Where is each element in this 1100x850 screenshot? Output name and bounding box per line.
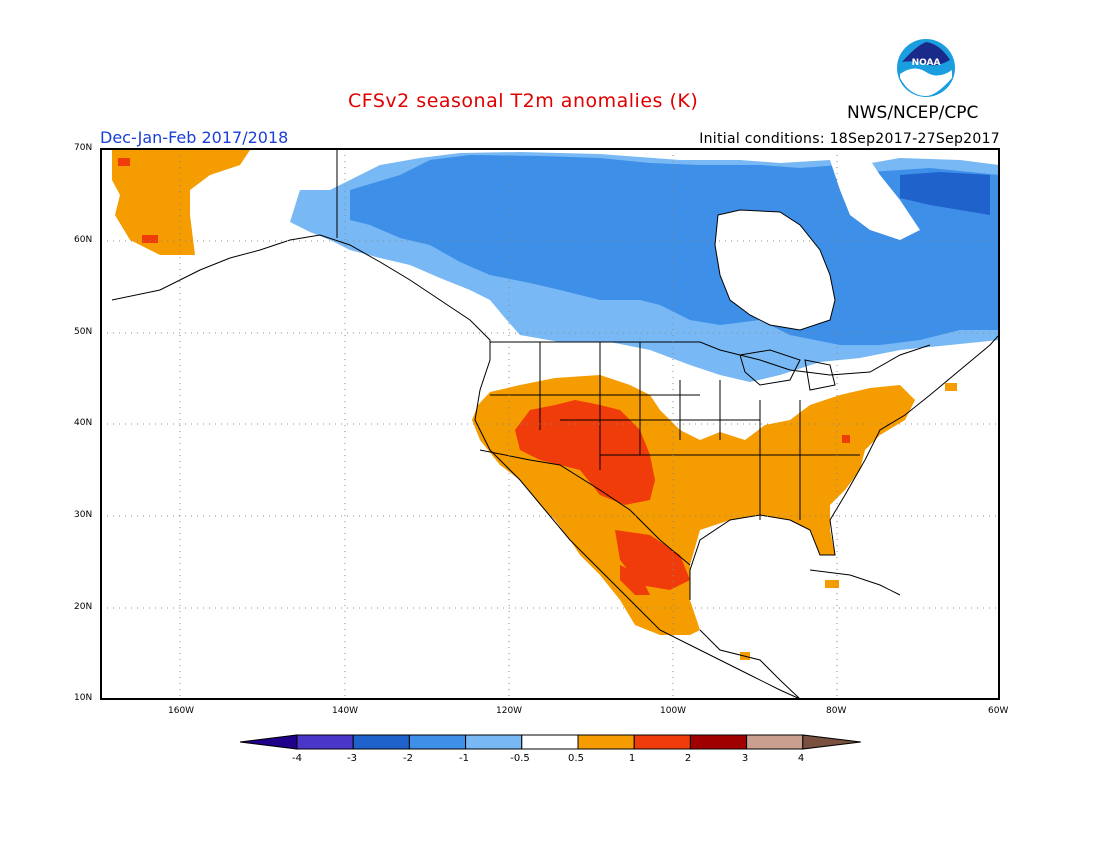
lon-label: 100W [660, 706, 687, 716]
coastline-gulf [689, 334, 999, 600]
colorbar [239, 734, 861, 750]
lat-label: 60N [74, 235, 93, 245]
cold-anomaly-strong [900, 172, 990, 215]
forecast-period: Dec-Jan-Feb 2017/2018 [100, 128, 289, 147]
lat-label: 10N [74, 693, 93, 703]
warm-anomaly-alaska [112, 150, 250, 255]
lon-label: 160W [168, 706, 195, 716]
colorbar-tick-label: -2 [403, 753, 413, 764]
hudson-bay-coast [714, 209, 836, 331]
border-us-canada [490, 341, 931, 376]
lon-label: 60W [988, 706, 1009, 716]
colorbar-segment [746, 734, 804, 750]
lon-label: 120W [496, 706, 523, 716]
lat-label: 70N [74, 143, 93, 153]
coastline-west [111, 234, 801, 699]
lat-label: 30N [74, 510, 93, 520]
colorbar-segment [465, 734, 523, 750]
colorbar-segment [296, 734, 354, 750]
noaa-logo: NOAA [897, 39, 955, 97]
lon-label: 140W [332, 706, 359, 716]
initial-conditions: Initial conditions: 18Sep2017-27Sep2017 [699, 131, 1000, 147]
colorbar-segment [521, 734, 579, 750]
organization-label: NWS/NCEP/CPC [847, 103, 979, 123]
lat-label: 20N [74, 602, 93, 612]
lat-label: 40N [74, 418, 93, 428]
chart-title: CFSv2 seasonal T2m anomalies (K) [348, 90, 699, 112]
colorbar-segment [577, 734, 635, 750]
colorbar-tick-label: -3 [347, 753, 357, 764]
cold-anomaly-core [350, 155, 999, 345]
warm-anomaly-strong [515, 400, 655, 505]
us-states-grid [490, 342, 860, 520]
colorbar-tick-label: 3 [741, 753, 749, 764]
colorbar-segment [352, 734, 410, 750]
colorbar-arrow-left [239, 734, 298, 750]
central-america [699, 629, 801, 699]
colorbar-tick-label: -0.5 [510, 753, 530, 764]
great-lakes [739, 349, 836, 391]
lon-label: 80W [826, 706, 847, 716]
svg-text:NOAA: NOAA [912, 58, 941, 68]
lat-label: 50N [74, 327, 93, 337]
colorbar-tick-label: -4 [292, 753, 302, 764]
map-frame [100, 148, 1000, 700]
colorbar-segment [689, 734, 748, 750]
colorbar-segment [633, 734, 691, 750]
colorbar-tick-label: 0.5 [568, 753, 584, 764]
colorbar-tick-label: 2 [684, 753, 692, 764]
colorbar-segment [408, 734, 467, 750]
colorbar-tick-label: 4 [797, 753, 805, 764]
colorbar-arrow-right [802, 734, 861, 750]
border-us-mexico [479, 449, 691, 566]
colorbar-tick-label: 1 [628, 753, 636, 764]
colorbar-tick-label: -1 [459, 753, 469, 764]
cuba [809, 569, 901, 596]
